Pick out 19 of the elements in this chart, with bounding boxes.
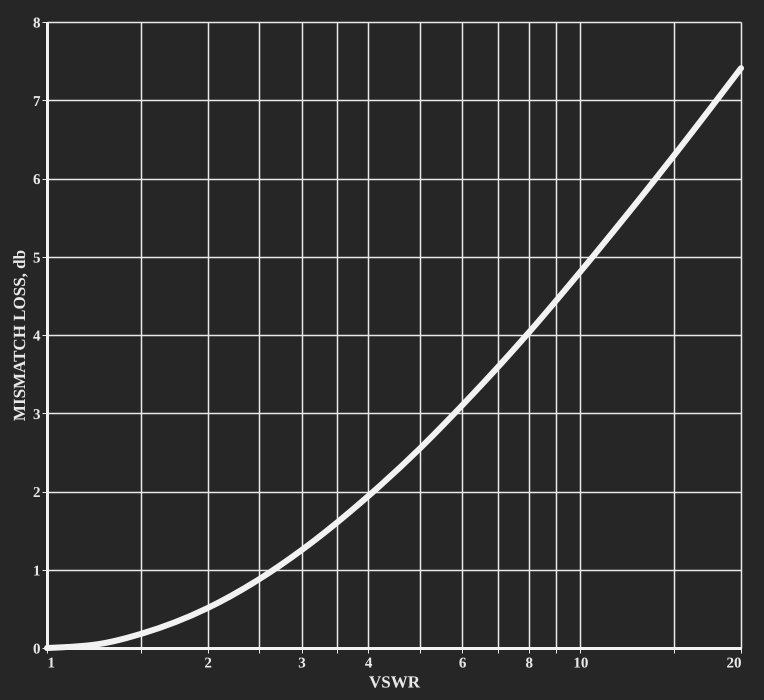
x-tick-label: 10 [573, 656, 588, 672]
y-tick-label: 3 [33, 406, 40, 423]
x-tick-label: 2 [204, 656, 212, 672]
y-tick-label: 2 [33, 485, 40, 501]
y-tick-label: 1 [33, 563, 40, 580]
x-tick-label: 6 [458, 656, 467, 672]
y-tick-label: 8 [33, 16, 40, 32]
x-tick-label: 8 [525, 656, 533, 672]
x-tick-label: 3 [298, 656, 306, 672]
y-tick-label: 0 [33, 642, 40, 658]
y-tick-label: 6 [33, 172, 41, 188]
x-axis-title: VSWR [368, 672, 421, 692]
y-tick-label: 4 [33, 328, 41, 344]
y-axis-title: MISMATCH LOSS, db [10, 250, 29, 422]
x-tick-label: 1 [48, 656, 55, 672]
x-tick-label: 20 [726, 656, 742, 672]
y-tick-label: 7 [33, 94, 41, 110]
y-tick-label: 5 [33, 250, 40, 266]
x-tick-label: 4 [364, 656, 373, 672]
